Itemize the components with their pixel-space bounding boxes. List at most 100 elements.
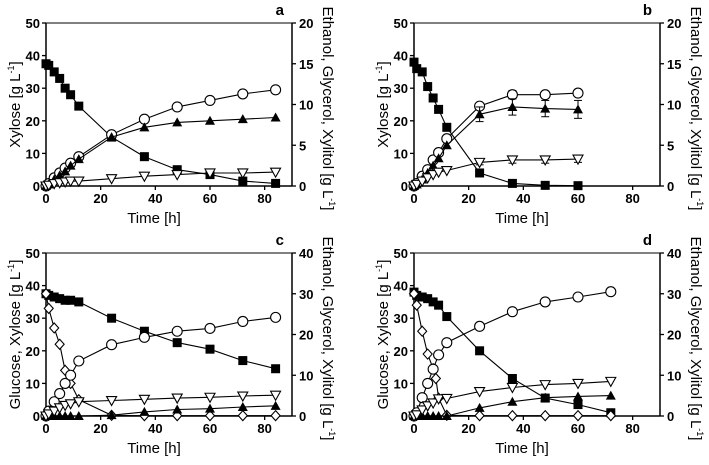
data-point-square <box>417 292 427 302</box>
data-point-diamond <box>474 409 485 422</box>
data-point-diamond <box>539 409 551 422</box>
series-xylitol <box>408 376 617 423</box>
data-point-square <box>139 152 149 162</box>
data-point-circle <box>441 337 453 349</box>
data-point-square <box>271 178 281 188</box>
series-xylitol <box>40 167 282 193</box>
data-point-square <box>238 176 248 186</box>
panel-letter: d <box>643 232 652 249</box>
panel-c: 0 20 40 60 80 0 10 20 30 40 50 0 10 20 30 40 Time [h] Glu… <box>6 232 337 457</box>
y-tick-label: 10 <box>394 146 408 161</box>
y-axis-label: Xylose [g L-1] <box>6 61 24 147</box>
data-point-triangle-down <box>269 390 282 402</box>
data-point-triangle <box>139 406 150 416</box>
data-point-triangle <box>474 109 485 119</box>
y2-axis-label-text: Ethanol, Glycerol, Xylitol [g L <box>319 237 336 429</box>
data-point-circle <box>605 286 617 298</box>
y2-axis-label: Ethanol, Glycerol, Xylitol [g L-1] <box>319 237 337 441</box>
y-tick-label: 30 <box>26 81 40 96</box>
data-point-triangle <box>428 160 439 170</box>
data-point-square <box>172 165 182 175</box>
data-point-square <box>442 122 452 132</box>
data-point-circle <box>54 388 66 400</box>
y2-tick-label: 5 <box>299 138 306 153</box>
panel-d: 0 20 40 60 80 0 10 20 30 40 50 0 10 20 30 40 Time [h] Glu… <box>374 232 705 457</box>
y-axis-label-end: ] <box>375 61 392 65</box>
y-tick-label: 30 <box>394 311 408 326</box>
data-point-triangle-down <box>72 176 85 188</box>
y2-axis-label-sup: -1 <box>695 428 705 436</box>
data-point-square <box>423 82 433 92</box>
data-point-triangle <box>106 410 117 420</box>
data-point-square <box>49 67 59 77</box>
data-point-triangle-down <box>506 382 519 394</box>
y-axis-label-text: Glucose, Xylose [g L <box>7 272 24 410</box>
x-axis-label: Time [h] <box>127 440 181 457</box>
y-axis-label-text: Xylose [g L <box>375 73 392 147</box>
y2-tick-label: 20 <box>299 16 313 31</box>
data-point-triangle-down <box>421 173 434 184</box>
data-point-square <box>60 83 70 93</box>
x-tick-label: 80 <box>257 191 271 206</box>
data-point-triangle-down <box>64 399 77 410</box>
panel-letter: a <box>276 2 285 19</box>
y-tick-label: 50 <box>394 246 408 261</box>
y2-tick-label: 20 <box>667 16 681 31</box>
panel-letter: b <box>643 2 652 19</box>
data-point-triangle <box>60 166 71 176</box>
data-point-circle <box>204 322 216 334</box>
data-point-triangle-down <box>539 380 552 391</box>
y2-tick-label: 10 <box>667 368 681 383</box>
y-tick-label: 10 <box>394 376 408 391</box>
data-point-square <box>205 344 215 354</box>
data-point-diamond <box>237 409 249 422</box>
data-point-diamond <box>54 338 65 351</box>
data-point-triangle-down <box>138 394 151 406</box>
x-tick-label: 0 <box>42 191 49 206</box>
y-axis-label-sup: -1 <box>6 65 16 73</box>
data-point-triangle-down <box>204 392 216 404</box>
y2-tick-label: 15 <box>299 57 313 72</box>
data-point-square <box>475 168 485 178</box>
data-point-diamond <box>270 409 281 422</box>
y-tick-label: 40 <box>26 279 40 294</box>
y-tick-label: 50 <box>26 16 40 31</box>
data-point-triangle <box>106 132 117 142</box>
data-point-triangle-down <box>421 401 434 412</box>
data-point-circle <box>237 88 249 100</box>
y2-tick-label: 30 <box>299 287 313 302</box>
x-tick-label: 80 <box>625 191 639 206</box>
x-tick-label: 40 <box>516 421 530 436</box>
data-point-triangle-down <box>64 176 77 188</box>
data-point-circle <box>204 94 216 106</box>
y-axis-label-sup: -1 <box>6 264 16 272</box>
data-point-circle <box>427 363 439 375</box>
data-point-triangle <box>507 396 518 406</box>
y2-axis-label-text: Ethanol, Glycerol, Xylitol [g L <box>687 237 704 429</box>
data-point-triangle <box>237 114 248 124</box>
series-ethanol <box>40 311 282 422</box>
data-point-triangle <box>441 140 452 150</box>
y2-axis-label-end: ] <box>319 436 336 440</box>
y2-tick-label: 5 <box>667 138 674 153</box>
y-tick-label: 0 <box>401 179 408 194</box>
data-point-square <box>55 294 65 304</box>
x-tick-label: 20 <box>461 421 475 436</box>
series-line <box>413 61 579 187</box>
data-point-circle <box>270 311 282 323</box>
data-point-circle <box>572 291 584 303</box>
y-tick-label: 10 <box>26 146 40 161</box>
series-xylose <box>409 57 583 191</box>
panel-a: 0 20 40 60 80 0 10 20 30 40 50 0 5 10 15 20 Time [h] Xylo… <box>6 2 337 227</box>
series-xylitol <box>40 390 282 423</box>
x-axis-label: Time [h] <box>495 440 549 457</box>
series-glycerol <box>409 390 616 420</box>
y-tick-label: 40 <box>394 49 408 64</box>
data-point-triangle <box>474 402 485 412</box>
data-point-square <box>417 67 427 77</box>
data-point-square <box>66 90 76 100</box>
y2-axis-label-sup: -1 <box>695 198 705 206</box>
data-point-diamond <box>43 302 54 315</box>
y2-tick-label: 0 <box>667 409 674 424</box>
